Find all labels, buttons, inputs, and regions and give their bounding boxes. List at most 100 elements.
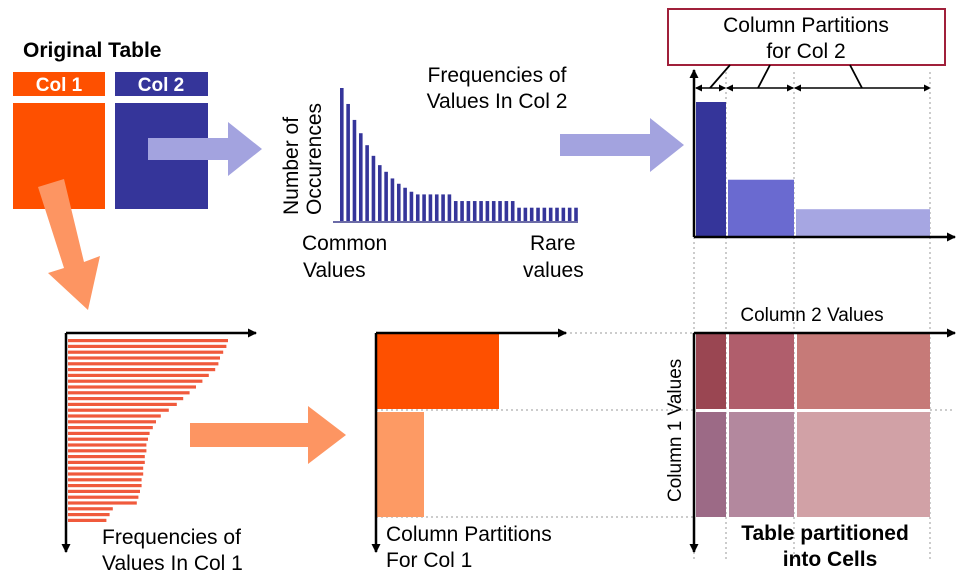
- original-table: Original Table Col 1 Col 2: [13, 39, 208, 209]
- col2-frequency-bar: [523, 207, 528, 221]
- col2-partition-bar: [796, 209, 930, 236]
- callout-leader-1: [709, 64, 731, 89]
- col2-frequency-title-line1: Frequencies of: [428, 64, 567, 87]
- col1-frequency-bar: [68, 391, 190, 395]
- arrow-to-col1-frequencies: [38, 179, 100, 310]
- cell-r1c3: [797, 334, 930, 409]
- col1-frequency-bar: [68, 373, 209, 377]
- col2-frequency-bar: [567, 207, 572, 221]
- col1-frequency-bar: [68, 385, 196, 389]
- col2-partitions-title-line1: Column Partitions: [723, 14, 889, 37]
- col1-frequency-bar: [68, 466, 144, 470]
- col2-frequency-bar: [536, 207, 540, 221]
- col1-partitions-chart: Column Partitions For Col 1: [371, 328, 694, 572]
- col1-frequency-bar: [68, 356, 220, 360]
- col2-frequency-xlabel-common-line1: Common: [302, 232, 387, 255]
- col2-frequency-chart: Frequencies of Values In Col 2 Number of…: [280, 64, 584, 282]
- cell-r1c2: [729, 334, 794, 409]
- col1-frequency-bar: [68, 350, 224, 354]
- col2-frequency-xlabel-common-line2: Values: [303, 259, 366, 282]
- col1-frequency-bar: [68, 426, 153, 430]
- col1-frequency-bar: [68, 344, 227, 348]
- cells-xlabel: Column 2 Values: [740, 305, 883, 326]
- col1-header-label: Col 1: [36, 75, 83, 96]
- col2-frequency-bar: [529, 207, 534, 221]
- col1-frequency-bar: [68, 513, 110, 517]
- col2-frequency-bar: [415, 194, 420, 221]
- col2-frequency-bar: [485, 201, 490, 221]
- col1-frequency-bars: [68, 339, 228, 522]
- col2-frequency-bar: [422, 194, 426, 221]
- cells-ylabel: Column 1 Values: [665, 359, 686, 502]
- col2-frequency-bar: [346, 103, 350, 221]
- col2-frequency-bar: [555, 207, 559, 221]
- col2-frequency-bar: [548, 207, 553, 221]
- col2-frequency-bar: [498, 201, 502, 221]
- col2-frequency-bar: [434, 194, 439, 221]
- col1-frequency-bar: [68, 368, 216, 372]
- col1-frequency-bar: [68, 449, 147, 453]
- col1-frequency-chart: Frequencies of Values In Col 1: [61, 328, 257, 575]
- col2-frequency-bar: [466, 201, 471, 221]
- col1-frequency-bar: [68, 495, 139, 499]
- col1-frequency-bar: [68, 443, 147, 447]
- col1-partition-bar-top: [377, 334, 499, 409]
- col2-frequency-bar: [542, 207, 547, 221]
- col1-frequency-bar: [68, 379, 203, 383]
- arrow-to-col2-frequencies: [148, 122, 262, 176]
- col1-frequency-bar: [68, 501, 137, 505]
- cell-r2c1: [696, 412, 726, 517]
- col1-frequency-bar: [68, 431, 150, 435]
- col2-frequency-bar: [504, 201, 509, 221]
- col2-frequency-bar: [574, 207, 578, 221]
- col2-header: [115, 72, 208, 96]
- col2-frequency-bar: [479, 201, 483, 221]
- col2-frequency-title-line2: Values In Col 2: [427, 90, 568, 113]
- col2-frequency-xlabel-rare-line2: values: [523, 259, 584, 282]
- col2-frequency-bar: [517, 207, 521, 221]
- callout-leader-2: [757, 64, 771, 89]
- col1-partitions-title-line2: For Col 1: [386, 549, 472, 572]
- col2-frequency-ylabel-line2: Occurences: [303, 103, 326, 215]
- col2-frequency-bar: [510, 201, 515, 221]
- col1-frequency-bar: [68, 460, 145, 464]
- col1-frequency-bar: [68, 402, 177, 406]
- col1-frequency-bar: [68, 455, 145, 459]
- cells-caption-line1: Table partitioned: [741, 522, 909, 545]
- col1-frequency-bar: [68, 339, 228, 343]
- col1-frequency-bar: [68, 362, 219, 366]
- col1-partitions-title-line1: Column Partitions: [386, 523, 552, 546]
- col1-frequency-title-line1: Frequencies of: [102, 526, 241, 549]
- cells-caption-line2: into Cells: [783, 548, 878, 571]
- col1-frequency-bar: [68, 397, 184, 401]
- col1-frequency-bar: [68, 478, 142, 482]
- col2-frequency-bars: [340, 88, 578, 221]
- col2-partition-bar: [696, 102, 726, 236]
- col2-frequency-bar: [472, 201, 477, 221]
- col1-frequency-bar: [68, 408, 169, 412]
- col1-frequency-bar: [68, 489, 140, 493]
- col2-frequency-bar: [491, 201, 496, 221]
- col2-frequency-bar: [352, 119, 357, 221]
- col2-frequency-bar: [460, 201, 464, 221]
- col1-frequency-title-line2: Values In Col 1: [102, 552, 243, 575]
- cell-r2c2: [729, 412, 794, 517]
- col1-frequency-bar: [68, 507, 113, 511]
- col2-frequency-bar: [377, 165, 382, 221]
- col2-frequency-xlabel-rare-line1: Rare: [530, 232, 576, 255]
- col2-frequency-bar: [409, 191, 414, 221]
- col2-frequency-bar: [403, 187, 407, 221]
- col2-partitions-title-line2: for Col 2: [766, 40, 845, 63]
- callout-leader-3: [849, 64, 863, 89]
- col1-header: [13, 72, 105, 96]
- cells-chart: Column 2 Values Column 1 Values Table pa…: [665, 305, 956, 571]
- col2-frequency-bar: [453, 201, 458, 221]
- col1-frequency-bar: [68, 472, 144, 476]
- col2-frequency-bar: [428, 194, 433, 221]
- col1-frequency-bar: [68, 420, 156, 424]
- col2-frequency-ylabel-line1: Number of: [280, 117, 303, 215]
- cell-r1c1: [696, 334, 726, 409]
- col2-frequency-bar: [396, 183, 401, 221]
- col2-frequency-bar: [441, 194, 445, 221]
